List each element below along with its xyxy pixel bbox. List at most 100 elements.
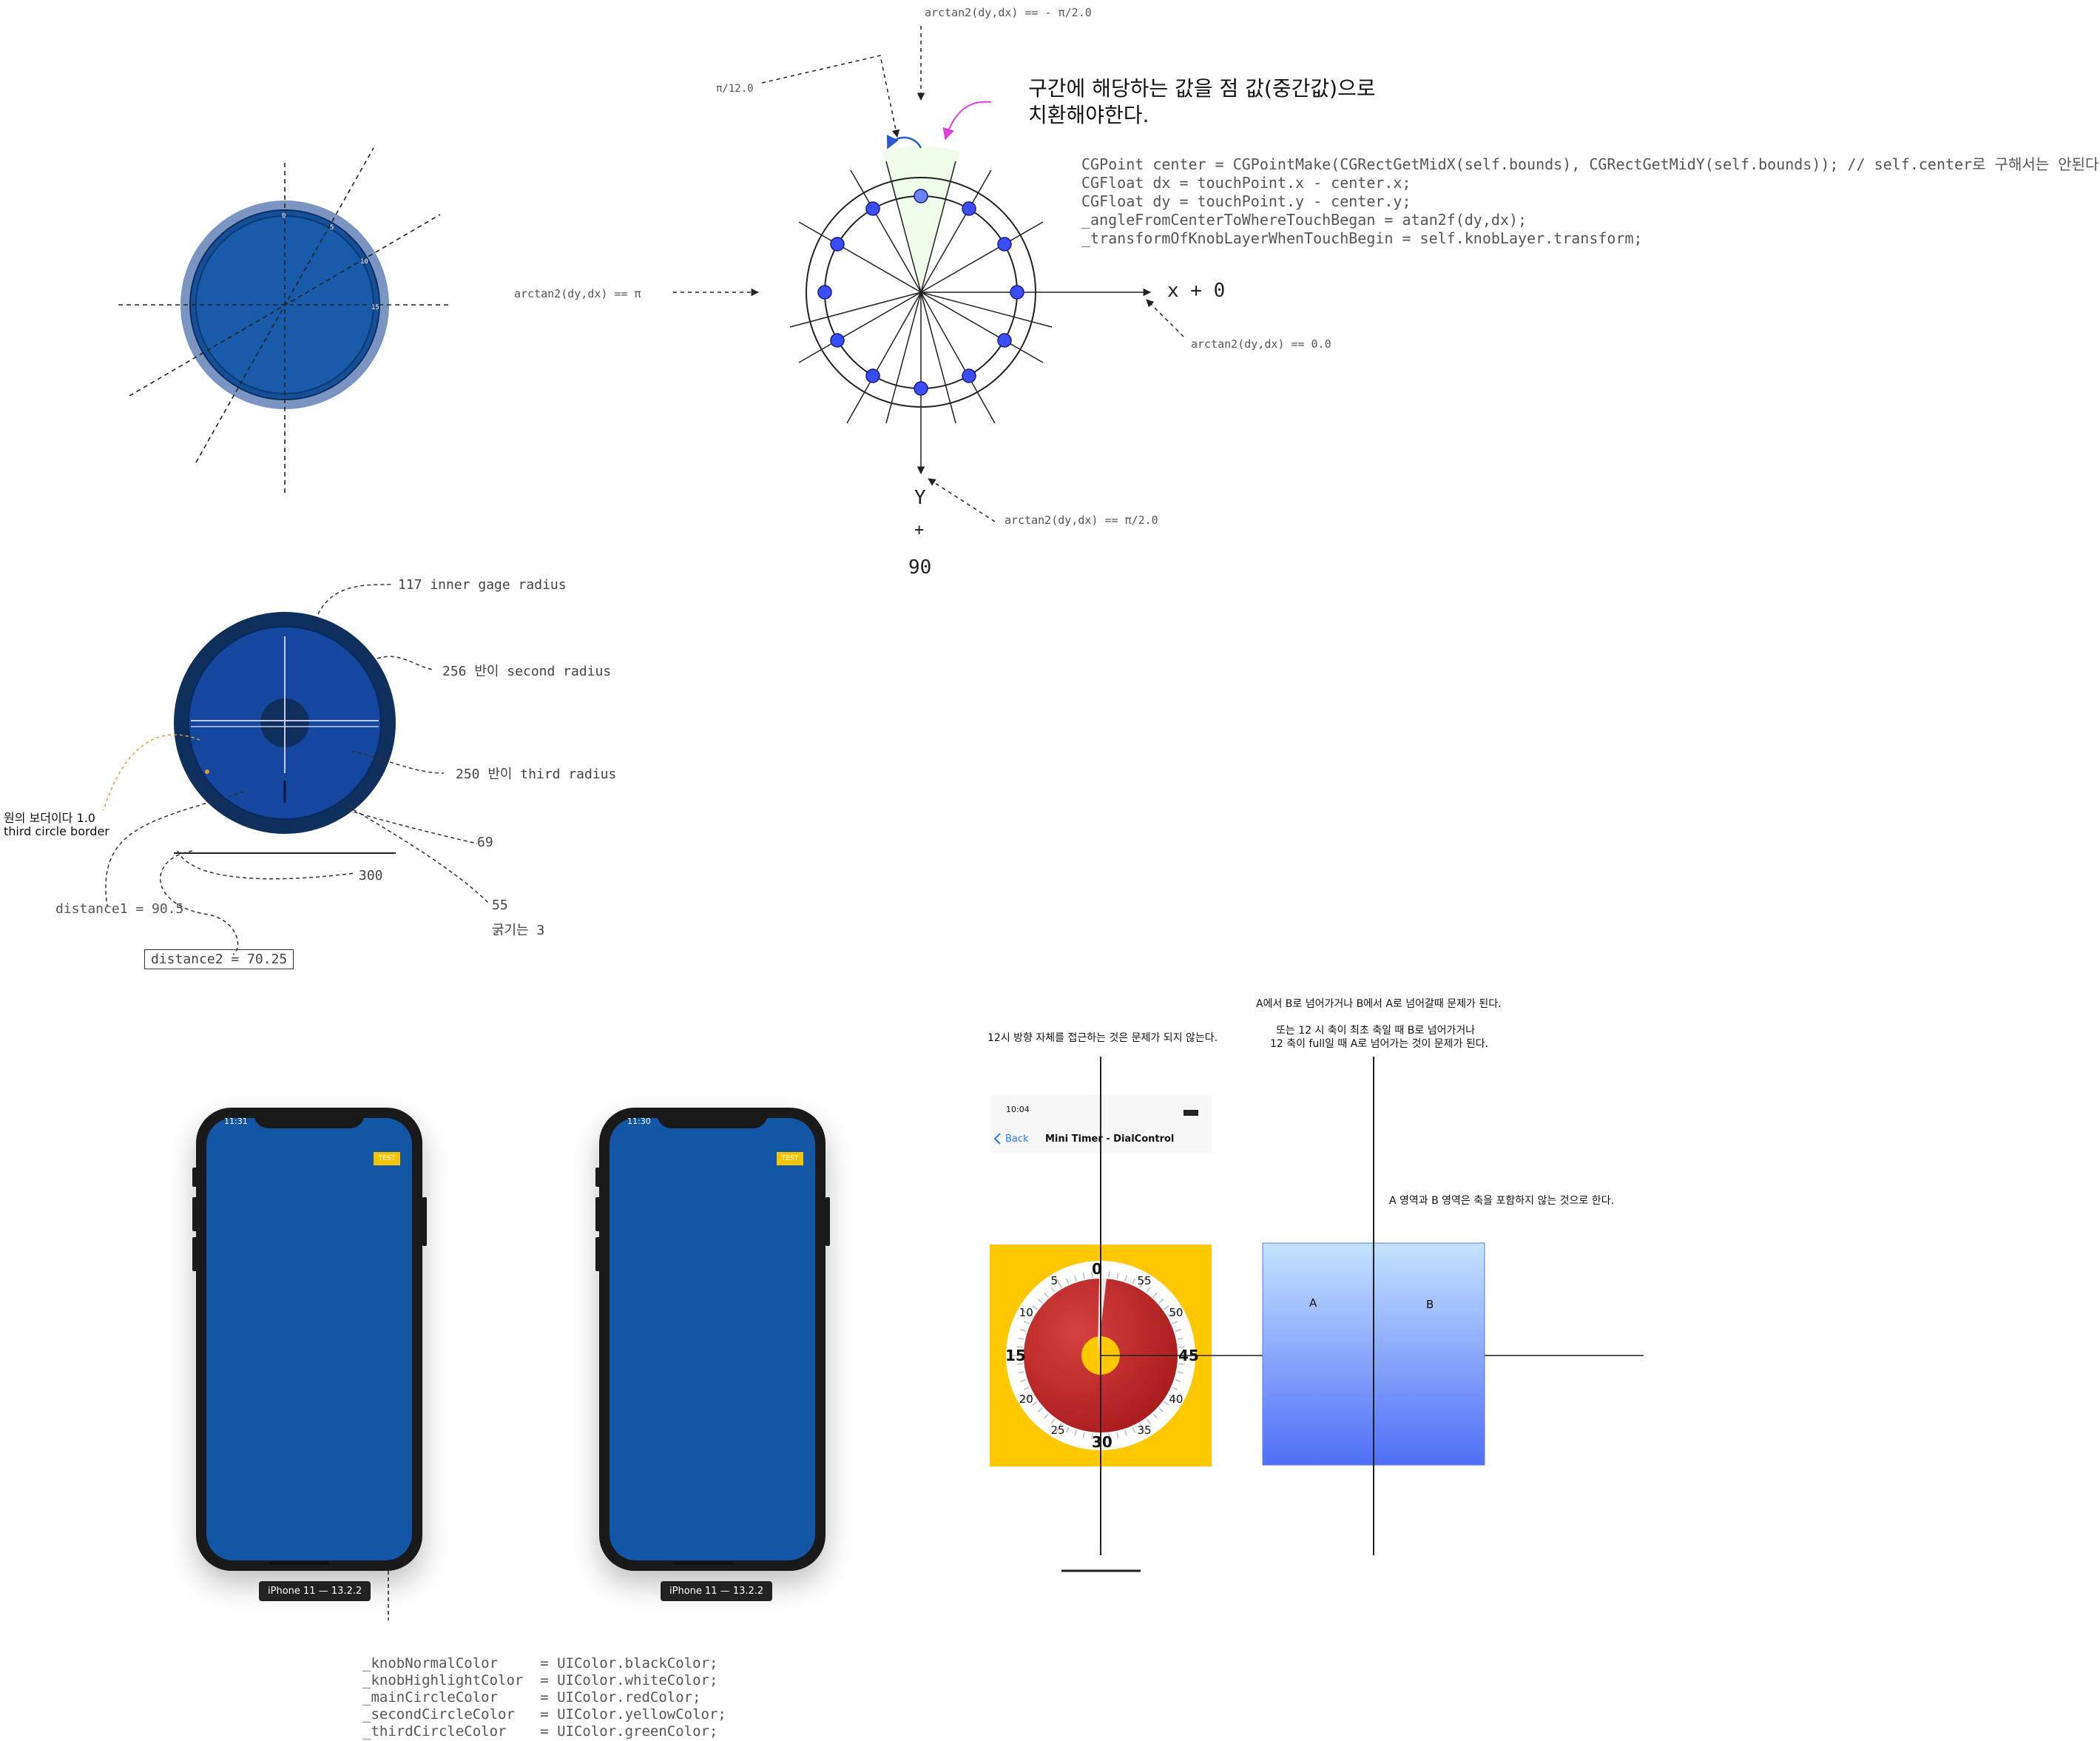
test-button[interactable]: TEST [777,1152,803,1165]
label-pi-over-12: π/12.0 [716,83,754,95]
dial-number: 45 [1178,1347,1199,1364]
dial-tick [1022,1394,1033,1401]
angle-diagram [673,26,1184,522]
svg-text:5: 5 [330,224,334,232]
phone-side-button [595,1197,600,1231]
phone-side-button [422,1197,427,1246]
dial-number: 15 [1005,1347,1026,1364]
dial-tick [1124,1429,1127,1436]
dial-tick [1172,1387,1178,1391]
dial-tick [1074,1275,1077,1282]
phone-side-button [595,1237,600,1271]
label-zero: arctan2(dy,dx) == 0.0 [1191,337,1331,351]
dial-tick [1023,1320,1030,1324]
code-line: CGFloat dx = touchPoint.x - center.x; [1081,174,1411,192]
dial-tick [1032,1401,1038,1406]
dial-tick [1168,1394,1180,1401]
y-plus-label: + [914,521,925,539]
phone-side-button [192,1197,197,1231]
region-a-label: A [1309,1296,1317,1310]
dial-tick [1177,1371,1184,1374]
note-ab: A에서 B로 넘어가거나 B에서 A로 넘어갈때 문제가 된다. [1256,998,1502,1010]
dial-tick [1168,1310,1180,1317]
label-pi: arctan2(dy,dx) == π [514,287,641,300]
note-exclude-axis: A 영역과 B 영역은 축을 포함하지 않는 것으로 한다. [1389,1195,1614,1207]
dial-tick [1074,1429,1077,1436]
phone-notch [254,1108,365,1128]
dial-tick [1050,1287,1056,1293]
gauge-diagram [103,584,489,955]
dial-tick [1158,1407,1164,1412]
timer-panel [990,1057,1644,1572]
dial-tick [1108,1271,1110,1278]
timer-status-time: 10:04 [1006,1105,1030,1114]
value-55: 55 [492,898,508,913]
note-line-1: 구간에 해당하는 값을 점 값(중간값)으로 [1028,76,1376,101]
dial-tick [1044,1292,1049,1298]
phone-2: 11:30 TEST [599,1108,826,1571]
dial-tick [1055,1423,1062,1435]
dial-number: 35 [1137,1424,1152,1438]
phone-side-button [595,1168,600,1187]
phone-side-button [192,1168,197,1187]
dial-number: 5 [1050,1273,1059,1287]
label-neg-half-pi: arctan2(dy,dx) == - π/2.0 [925,6,1092,19]
border-note-1: 원의 보더이다 1.0 [4,811,95,825]
dial-tick [1124,1275,1127,1282]
label-half-pi: arctan2(dy,dx) == π/2.0 [1005,513,1158,527]
svg-text:0: 0 [282,212,286,220]
dial-number: 0 [1092,1260,1102,1278]
border-note-2: third circle border [4,824,109,838]
phone-screen [610,1118,815,1560]
dial-tick [1091,1271,1093,1278]
phone-side-button [826,1197,830,1246]
dial-tick [1152,1292,1158,1298]
thickness-label: 굵기는 3 [492,923,545,938]
test-button[interactable]: TEST [374,1152,400,1165]
dial-tick [1044,1413,1049,1419]
code-line: _thirdCircleColor = UIColor.greenColor; [362,1723,718,1740]
home-indicator [270,1562,329,1565]
code-line: _secondCircleColor = UIColor.yellowColor… [362,1706,726,1723]
note-12-axis-2: 12 축이 full일 때 A로 넘어가는 것이 문제가 된다. [1270,1038,1489,1050]
note-line-2: 치환해야한다. [1028,103,1149,127]
y-axis-label: Y [914,487,926,509]
dial-tick [1175,1379,1181,1382]
dial-tick [1082,1273,1085,1279]
dial-tick [1023,1387,1030,1391]
status-time: 11:31 [224,1117,248,1126]
dial-tick [1116,1432,1119,1438]
back-button[interactable]: Back [1005,1134,1029,1145]
value-300: 300 [359,868,383,883]
dial-tick [1139,1423,1147,1435]
dial-tick [1018,1337,1024,1340]
dial-tick [1146,1287,1151,1293]
third-radius-label: 250 반이 third radius [456,767,617,782]
code-line: _transformOfKnobLayerWhenTouchBegin = se… [1081,229,1643,247]
dial-tick [1055,1276,1062,1288]
dial-number: 55 [1137,1273,1152,1287]
distance1-label: distance1 = 90.5 [55,901,184,917]
dial-tick [1082,1432,1085,1438]
note-12-axis-1: 또는 12 시 축이 최초 축일 때 B로 넘어가거나 [1276,1025,1476,1037]
nav-title: Mini Timer - DialControl [1045,1134,1175,1145]
dial-tick [1065,1427,1070,1433]
region-b-label: B [1426,1298,1434,1311]
dial-tick [1164,1401,1169,1406]
code-line: CGFloat dy = touchPoint.y - center.y; [1081,192,1411,210]
dial-tick [1139,1276,1147,1288]
dial-tick [1018,1371,1024,1374]
distance2-label: distance2 = 70.25 [144,949,294,969]
x-axis-label: x + 0 [1167,280,1226,302]
dial-tick [1020,1379,1027,1382]
dial-tick [1164,1305,1169,1310]
dial-tick [1116,1273,1119,1279]
phone-1: 11:31 TEST [196,1108,422,1571]
y-90-label: 90 [908,556,932,579]
code-line: CGPoint center = CGPointMake(CGRectGetMi… [1081,155,2100,173]
dial-number: 20 [1019,1392,1033,1406]
dial-tick [1020,1329,1027,1332]
home-indicator [673,1562,732,1565]
region-diagram [1262,1057,1485,1555]
dial-tick [1108,1433,1110,1440]
